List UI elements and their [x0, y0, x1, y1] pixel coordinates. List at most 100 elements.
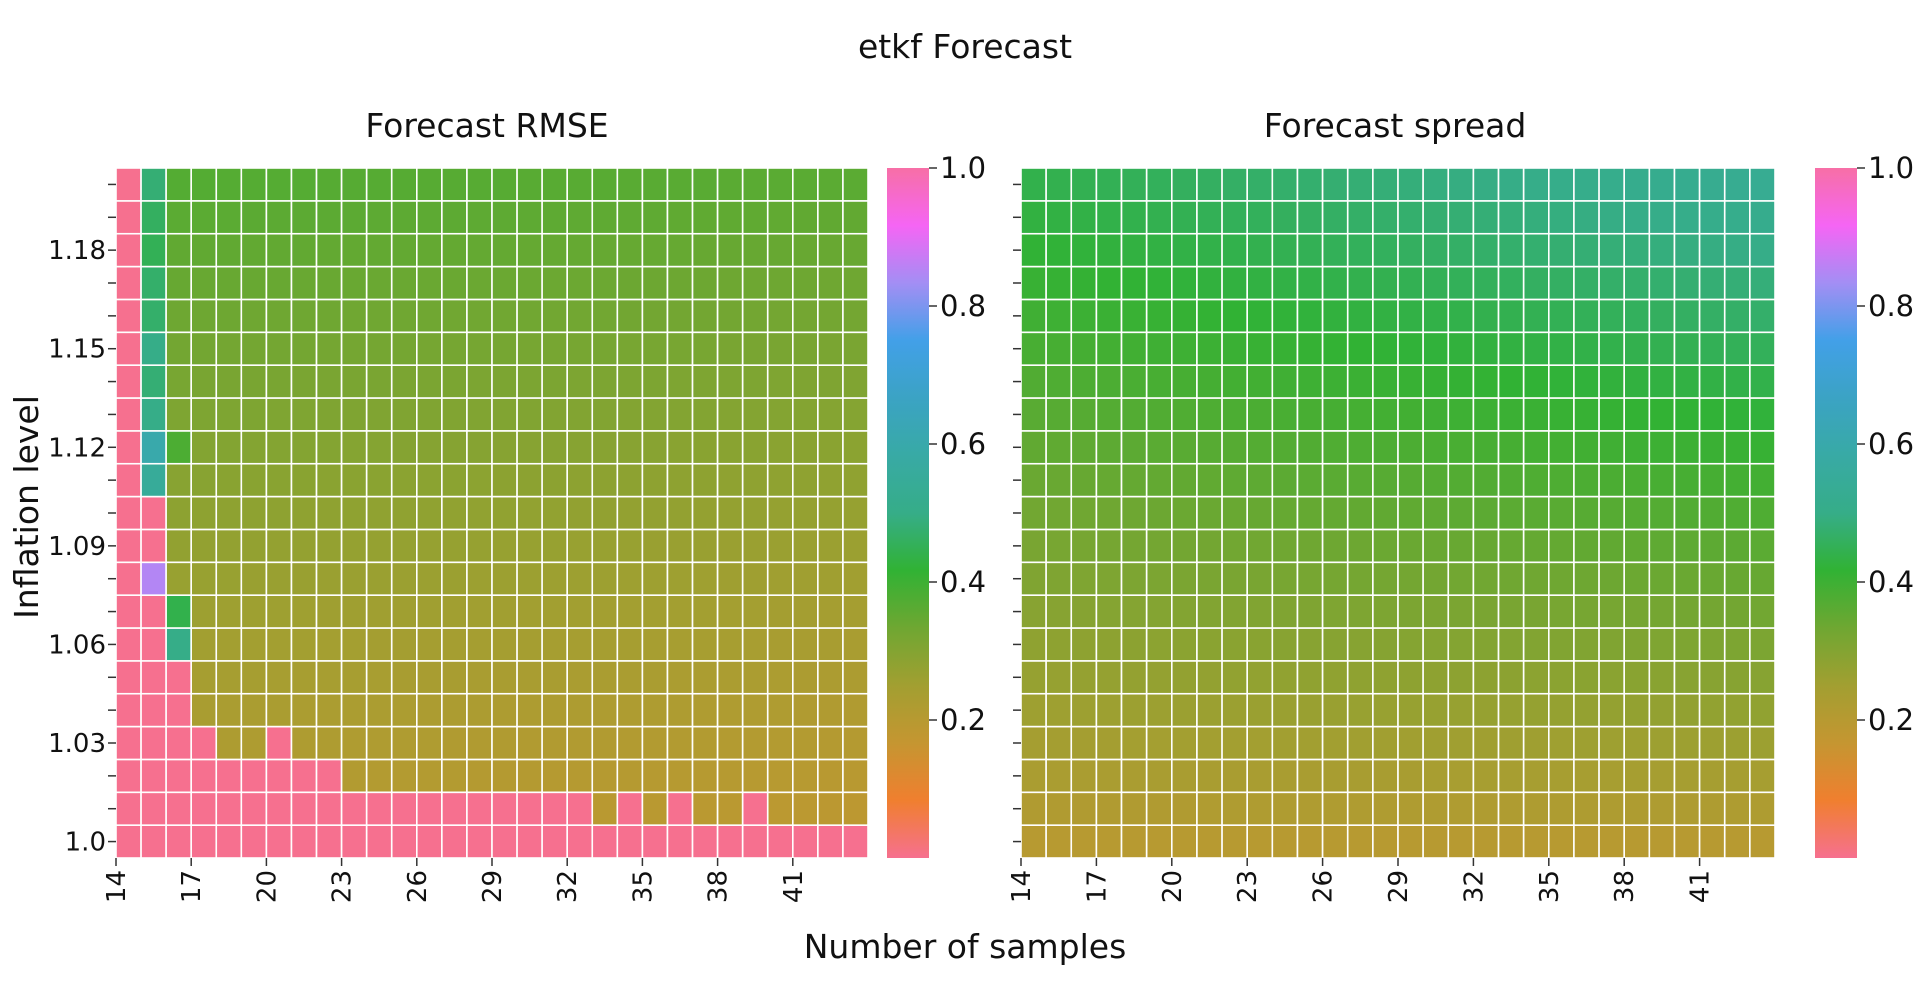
heatmap-cell	[641, 791, 669, 826]
heatmap-cell	[140, 232, 167, 268]
heatmap-cell	[666, 725, 694, 761]
heatmap-cell	[1573, 167, 1600, 202]
heatmap-cell	[190, 430, 218, 465]
heatmap-cell	[1573, 791, 1600, 826]
heatmap-cell	[1397, 331, 1424, 366]
heatmap-cell	[491, 528, 518, 564]
heatmap-cell	[1573, 561, 1600, 596]
heatmap-cell	[1497, 824, 1525, 859]
heatmap-cell	[1723, 594, 1751, 629]
heatmap-cell	[290, 462, 318, 498]
heatmap-cell	[716, 298, 744, 334]
heatmap-cell	[290, 232, 318, 268]
heatmap-cell	[466, 462, 493, 498]
heatmap-cell	[741, 758, 769, 794]
heatmap-cell	[1673, 200, 1701, 235]
heatmap-cell	[1698, 462, 1726, 498]
heatmap-cell	[1321, 561, 1349, 596]
heatmap-cell	[1020, 627, 1047, 662]
heatmap-cell	[1598, 232, 1625, 268]
heatmap-cell	[365, 495, 393, 531]
heatmap-cell	[240, 627, 268, 662]
heatmap-cell	[1020, 430, 1047, 465]
heatmap-cell	[1648, 627, 1676, 662]
heatmap-cell	[1346, 495, 1374, 531]
heatmap-cell	[766, 528, 794, 564]
heatmap-cell	[1422, 430, 1450, 465]
heatmap-cell	[1171, 167, 1198, 202]
heatmap-cell	[1397, 364, 1424, 399]
heatmap-cell	[1372, 660, 1399, 695]
heatmap-cell	[1598, 397, 1625, 432]
heatmap-cell	[441, 758, 468, 794]
heatmap-cell	[1196, 824, 1223, 859]
heatmap-cell	[340, 561, 368, 596]
heatmap-cell	[817, 791, 844, 826]
heatmap-cell	[1045, 430, 1073, 465]
heatmap-cell	[390, 430, 418, 465]
heatmap-cell	[541, 528, 569, 564]
heatmap-cell	[165, 265, 193, 301]
heatmap-cell	[390, 364, 418, 399]
heatmap-cell	[215, 232, 243, 268]
heatmap-cell	[741, 495, 769, 531]
heatmap-cell	[716, 627, 744, 662]
heatmap-cell	[491, 331, 518, 366]
colorbar-tick-label: 0.6	[1868, 427, 1914, 461]
heatmap-cell	[1522, 692, 1550, 728]
heatmap-cell	[817, 232, 844, 268]
heatmap-cell	[566, 298, 594, 334]
x-tick-label: 32	[1459, 870, 1489, 903]
heatmap-cell	[1296, 725, 1324, 761]
heatmap-cell	[516, 725, 543, 761]
heatmap-cell	[190, 660, 218, 695]
heatmap-cell	[1095, 430, 1123, 465]
heatmap-cell	[1447, 758, 1475, 794]
heatmap-cell	[716, 430, 744, 465]
heatmap-cell	[716, 594, 744, 629]
heatmap-cell	[766, 331, 794, 366]
heatmap-cell	[766, 397, 794, 432]
heatmap-cell	[365, 725, 393, 761]
heatmap-cell	[1145, 791, 1173, 826]
heatmap-cell	[1020, 462, 1047, 498]
heatmap-cell	[315, 265, 343, 301]
heatmap-cell	[1296, 824, 1324, 859]
heatmap-cell	[1145, 364, 1173, 399]
heatmap-cell	[766, 364, 794, 399]
heatmap-cell	[415, 692, 443, 728]
colorbar-gradient	[887, 168, 929, 858]
heatmap-cell	[1573, 660, 1600, 695]
heatmap-cell	[1196, 660, 1223, 695]
heatmap-cell	[140, 561, 167, 596]
heatmap-cell	[1221, 791, 1248, 826]
heatmap-cell	[290, 660, 318, 695]
heatmap-cell	[1346, 692, 1374, 728]
heatmap-cell	[1346, 298, 1374, 334]
heatmap-cell	[1422, 758, 1450, 794]
heatmap-cell	[1221, 495, 1248, 531]
heatmap-cell	[1020, 364, 1047, 399]
rmse-y-ticks: 1.0 1.03 1.06 1.09 1.12 1.15 1.18	[48, 183, 116, 858]
heatmap-cell	[1120, 692, 1148, 728]
heatmap-cell	[1346, 331, 1374, 366]
x-tick-label: 14	[102, 870, 132, 903]
heatmap-cell	[115, 528, 142, 564]
heatmap-cell	[340, 298, 368, 334]
heatmap-cell	[541, 725, 569, 761]
heatmap-cell	[817, 594, 844, 629]
heatmap-cell	[1598, 660, 1625, 695]
heatmap-cell	[591, 791, 619, 826]
heatmap-cell	[1171, 200, 1198, 235]
heatmap-cell	[641, 265, 669, 301]
heatmap-cell	[716, 397, 744, 432]
heatmap-cell	[791, 528, 819, 564]
heatmap-cell	[1472, 462, 1500, 498]
heatmap-cell	[591, 167, 619, 202]
heatmap-cell	[516, 167, 543, 202]
heatmap-cell	[741, 331, 769, 366]
heatmap-cell	[1422, 298, 1450, 334]
heatmap-cell	[1397, 791, 1424, 826]
heatmap-cell	[516, 758, 543, 794]
heatmap-cell	[1497, 397, 1525, 432]
